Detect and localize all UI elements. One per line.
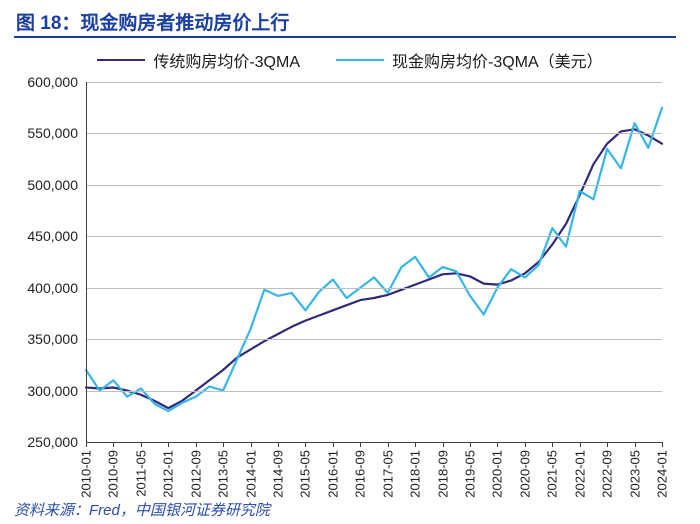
line-series [86, 108, 662, 411]
x-tick [333, 442, 334, 447]
x-tick [525, 442, 526, 447]
x-tick [470, 442, 471, 447]
x-tick [443, 442, 444, 447]
legend-item: 现金购房均价-3QMA（美元） [336, 48, 603, 72]
x-axis-label: 2022-01 [572, 450, 587, 498]
x-tick [141, 442, 142, 447]
y-axis-label: 400,000 [14, 280, 78, 296]
x-axis-label: 2022-09 [600, 450, 615, 498]
x-axis-label: 2012-01 [161, 450, 176, 498]
legend-label: 传统购房均价-3QMA [153, 48, 300, 72]
chart-title: 图 18：现金购房者推动房价上行 [16, 8, 289, 35]
legend-label: 现金购房均价-3QMA（美元） [392, 48, 603, 72]
gridline-y [86, 236, 662, 237]
x-axis-label: 2010-09 [106, 450, 121, 498]
legend-swatch [336, 59, 384, 61]
plot-area: 250,000300,000350,000400,000450,000500,0… [86, 82, 662, 442]
legend-item: 传统购房均价-3QMA [97, 48, 300, 72]
x-tick [415, 442, 416, 447]
x-axis-label: 2021-05 [545, 450, 560, 498]
y-axis-label: 450,000 [14, 228, 78, 244]
gridline-y [86, 82, 662, 83]
x-tick [86, 442, 87, 447]
line-series-svg [86, 82, 662, 442]
y-axis-line [86, 82, 87, 442]
x-axis-label: 2023-05 [627, 450, 642, 498]
x-axis-label: 2018-01 [408, 450, 423, 498]
x-tick [552, 442, 553, 447]
x-axis-label: 2013-05 [216, 450, 231, 498]
legend-swatch [97, 59, 145, 61]
x-tick [360, 442, 361, 447]
x-axis-label: 2014-09 [271, 450, 286, 498]
x-axis-label: 2016-01 [325, 450, 340, 498]
gridline-y [86, 185, 662, 186]
x-tick [223, 442, 224, 447]
y-axis-label: 300,000 [14, 383, 78, 399]
x-tick [251, 442, 252, 447]
chart-figure: 图 18：现金购房者推动房价上行 传统购房均价-3QMA 现金购房均价-3QMA（… [0, 0, 700, 524]
x-axis-label: 2014-01 [243, 450, 258, 498]
x-tick [662, 442, 663, 447]
gridline-y [86, 442, 662, 443]
x-axis-label: 2024-01 [655, 450, 670, 498]
x-axis-label: 2012-09 [188, 450, 203, 498]
x-axis-label: 2019-05 [463, 450, 478, 498]
x-tick [388, 442, 389, 447]
y-axis-label: 250,000 [14, 434, 78, 450]
y-axis-label: 550,000 [14, 125, 78, 141]
x-tick [278, 442, 279, 447]
x-tick [635, 442, 636, 447]
source-text: 资料来源：Fred，中国银河证券研究院 [14, 499, 270, 520]
x-tick [607, 442, 608, 447]
x-axis-label: 2017-05 [380, 450, 395, 498]
x-axis-label: 2011-05 [133, 450, 148, 497]
x-tick [196, 442, 197, 447]
x-tick [113, 442, 114, 447]
x-axis-label: 2016-09 [353, 450, 368, 498]
x-tick [168, 442, 169, 447]
line-series [86, 129, 662, 408]
gridline-y [86, 133, 662, 134]
x-axis-label: 2010-01 [79, 450, 94, 498]
gridline-y [86, 391, 662, 392]
x-tick [497, 442, 498, 447]
x-axis-label: 2015-05 [298, 450, 313, 498]
y-axis-label: 350,000 [14, 331, 78, 347]
title-underline [14, 36, 676, 38]
y-axis-label: 500,000 [14, 177, 78, 193]
x-axis-label: 2020-09 [517, 450, 532, 498]
x-tick [305, 442, 306, 447]
y-axis-label: 600,000 [14, 74, 78, 90]
legend: 传统购房均价-3QMA 现金购房均价-3QMA（美元） [0, 48, 700, 72]
x-axis-label: 2018-09 [435, 450, 450, 498]
gridline-y [86, 339, 662, 340]
x-tick [580, 442, 581, 447]
x-axis-label: 2020-01 [490, 450, 505, 498]
gridline-y [86, 288, 662, 289]
